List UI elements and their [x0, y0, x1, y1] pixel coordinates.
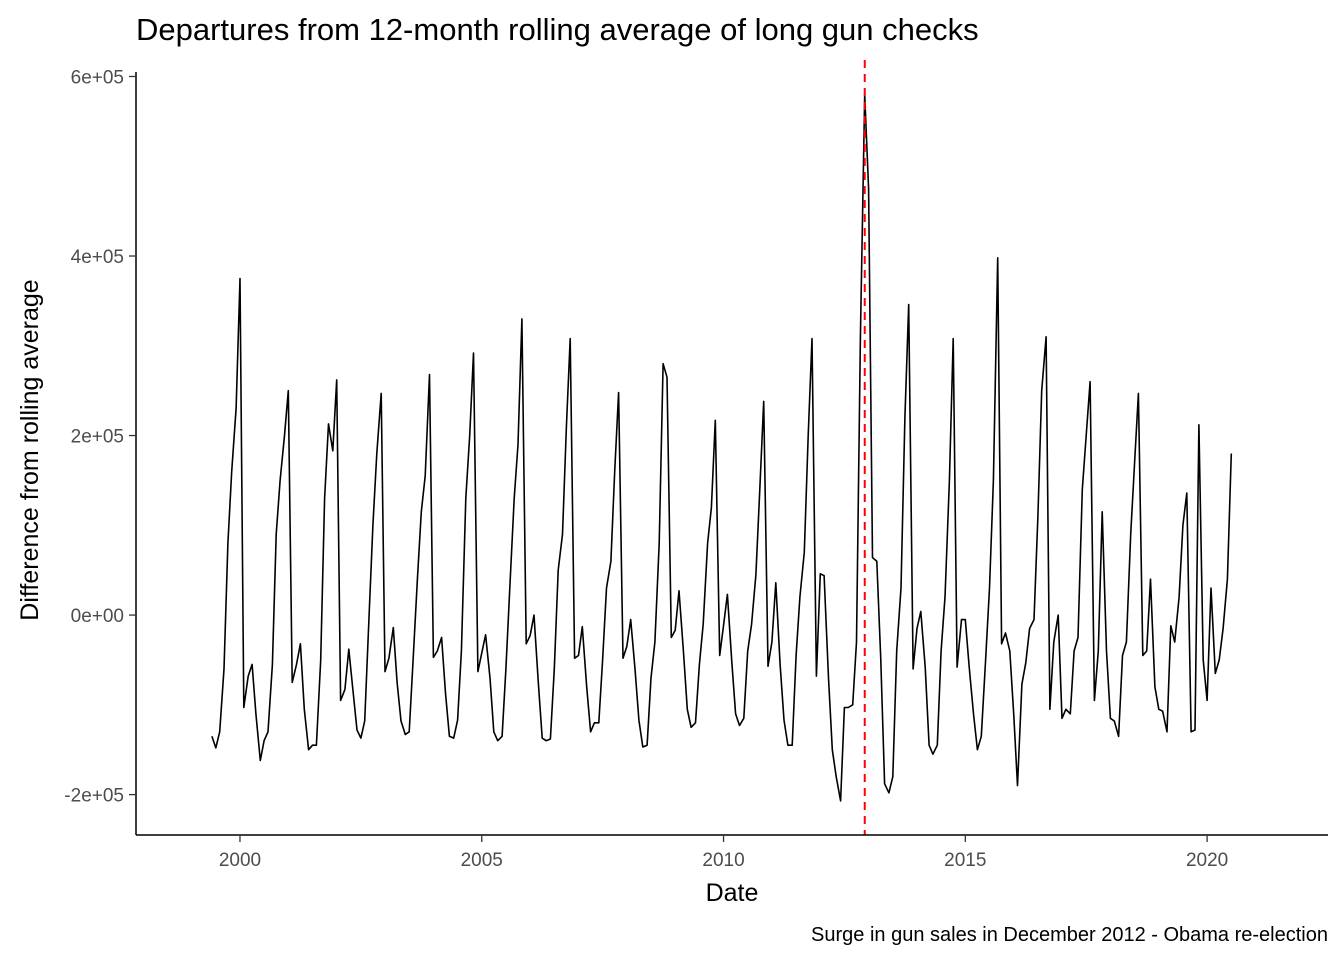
chart-title: Departures from 12-month rolling average… — [136, 12, 979, 47]
x-tick-label: 2005 — [461, 850, 503, 871]
y-tick-label: 0e+00 — [71, 606, 124, 627]
y-tick-label: 2e+05 — [71, 427, 124, 448]
x-axis: 2000 2005 2010 2015 2020 — [219, 835, 1228, 871]
y-tick-label: 4e+05 — [71, 247, 124, 268]
x-tick-label: 2020 — [1186, 850, 1228, 871]
y-tick-label: -2e+05 — [64, 786, 124, 807]
x-tick-label: 2000 — [219, 850, 261, 871]
y-axis: -2e+05 0e+00 2e+05 4e+05 6e+05 — [64, 67, 136, 807]
x-tick-label: 2015 — [944, 850, 986, 871]
y-tick-label: 6e+05 — [71, 67, 124, 88]
chart-caption: Surge in gun sales in December 2012 - Ob… — [811, 924, 1328, 946]
x-tick-label: 2010 — [702, 850, 744, 871]
x-axis-title: Date — [706, 879, 759, 907]
plot-area — [211, 60, 1233, 835]
series-line — [211, 93, 1233, 802]
y-axis-title: Difference from rolling average — [16, 279, 44, 620]
